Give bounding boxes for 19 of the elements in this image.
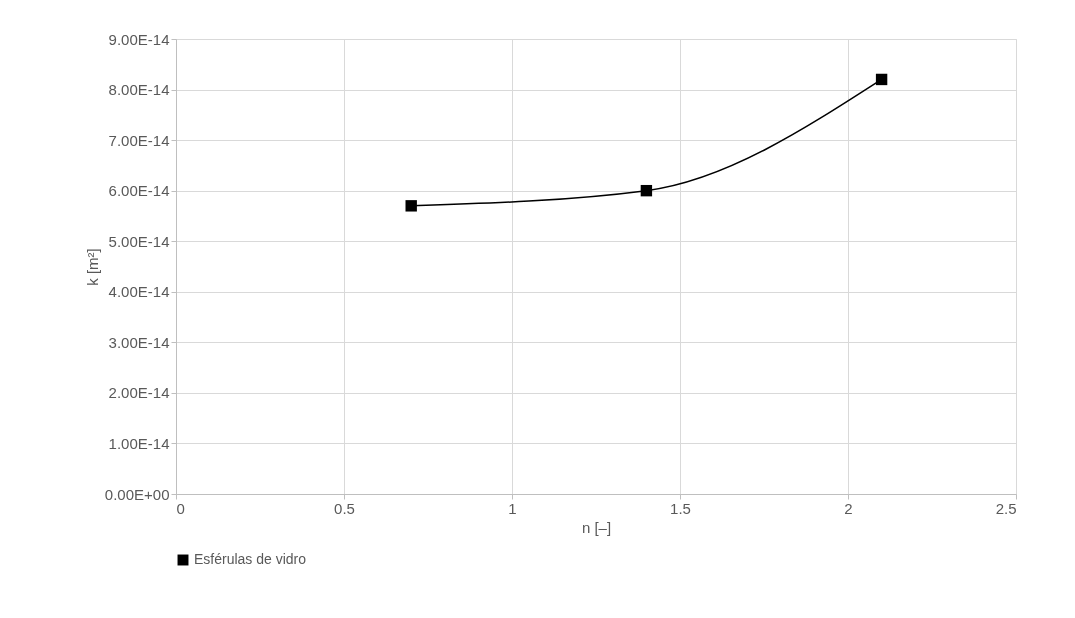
x-tick-label: 2.5 [995, 499, 1017, 517]
y-tick-label: 7.00E-14 [108, 131, 170, 149]
y-tick-label: 5.00E-14 [108, 232, 170, 250]
y-tick-label: 9.00E-14 [108, 30, 170, 48]
y-axis-title: k [m²] [83, 248, 101, 286]
y-tick-label: 3.00E-14 [108, 333, 170, 351]
x-tick-label: 1.5 [670, 499, 691, 517]
x-tick-label: 0.5 [334, 499, 355, 517]
x-tick-label: 2 [844, 499, 853, 517]
x-axis-title: n [–] [581, 518, 612, 536]
y-tick-label: 1.00E-14 [108, 434, 170, 452]
legend-label: Esférulas de vidro [194, 551, 307, 567]
y-tick-label: 6.00E-14 [108, 182, 170, 200]
x-tick-label: 0 [176, 499, 185, 517]
y-tick-label: 2.00E-14 [108, 384, 170, 402]
y-tick-label: 8.00E-14 [108, 81, 170, 99]
y-tick-label: 4.00E-14 [108, 283, 170, 301]
y-tick-label: 0.00E+00 [104, 485, 170, 503]
x-tick-label: 1 [508, 499, 517, 517]
